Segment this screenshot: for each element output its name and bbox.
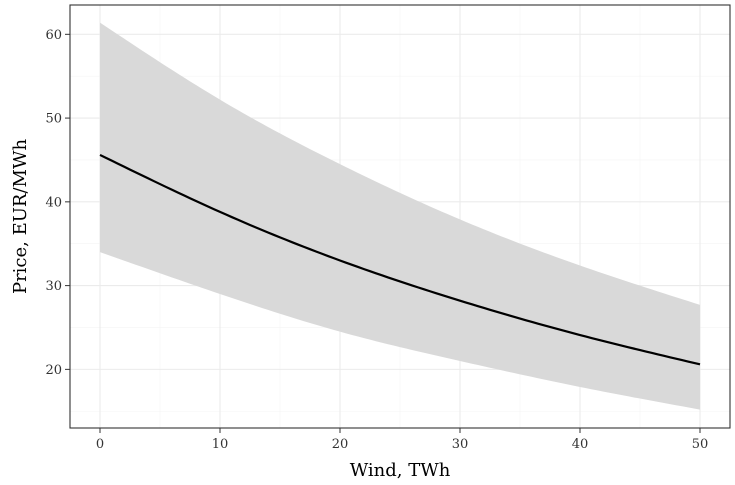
x-tick-label: 10 [212, 437, 229, 452]
y-axis: 20 30 40 50 60 [45, 28, 70, 378]
panel-border [69, 4, 731, 429]
confidence-band [100, 22, 700, 410]
y-axis-title: Price, EUR/MWh [10, 139, 31, 295]
x-tick-label: 0 [96, 437, 104, 452]
x-tick-label: 30 [452, 437, 469, 452]
fitted-line [99, 153, 701, 366]
y-tick-label: 50 [45, 112, 62, 127]
y-tick-label: 20 [45, 363, 62, 378]
x-tick-label: 50 [692, 437, 709, 452]
x-axis: 0 10 20 30 40 50 [96, 428, 708, 452]
x-tick-label: 20 [332, 437, 349, 452]
y-tick-label: 40 [45, 195, 62, 210]
y-tick-label: 60 [45, 28, 62, 43]
fitted-line-layer [99, 153, 701, 366]
x-tick-label: 40 [572, 437, 589, 452]
x-axis-title: Wind, TWh [350, 460, 451, 481]
confidence-band-layer [100, 22, 700, 410]
y-tick-label: 30 [45, 279, 62, 294]
